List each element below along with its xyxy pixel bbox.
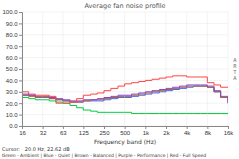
grid: [22, 12, 228, 126]
side-label-line: A: [233, 75, 237, 81]
x-axis: 16 32 63 125 250 500 1k 2k 4k 8k 16k: [19, 126, 234, 136]
series-line: [22, 86, 228, 103]
tick-label: 90.0: [6, 21, 18, 27]
tick: 2k: [163, 126, 170, 136]
tick-label: 8k: [205, 130, 212, 136]
tick: 50.0: [6, 66, 22, 72]
tick-label: 16: [19, 130, 26, 136]
tick-label: 50.0: [6, 66, 18, 72]
tick: 100.0: [2, 9, 22, 15]
tick-mark: [125, 126, 126, 129]
tick-mark: [19, 92, 22, 93]
tick-mark: [19, 115, 22, 116]
tick: 0.0: [9, 123, 22, 129]
tick-mark: [19, 35, 22, 36]
side-label: ARTA: [233, 57, 237, 81]
tick-mark: [19, 126, 22, 127]
axis-line: [23, 127, 229, 130]
tick: 30.0: [6, 89, 22, 95]
tick: 20.0: [6, 101, 22, 107]
tick: 63: [60, 126, 67, 136]
tick-mark: [63, 126, 64, 129]
tick: 1k: [143, 126, 150, 136]
tick: 90.0: [6, 21, 22, 27]
series-line: [22, 98, 228, 114]
grid-line-y: [22, 34, 228, 35]
tick: 250: [99, 126, 110, 136]
tick-mark: [19, 103, 22, 104]
tick-label: 40.0: [6, 78, 18, 84]
tick-label: 30.0: [6, 89, 18, 95]
tick-mark: [207, 126, 208, 129]
tick-label: 500: [120, 130, 131, 136]
tick-mark: [145, 126, 146, 129]
chart: 16 32 63 125 250 500 1k 2k 4k 8k 16k 0.0 10.0 20.0 30.…: [0, 0, 239, 159]
tick: 16k: [224, 126, 235, 136]
grid-line-y: [22, 114, 228, 115]
tick-label: 32: [40, 130, 47, 136]
lines: [22, 76, 228, 114]
tick-label: 70.0: [6, 44, 18, 50]
tick-label: 60.0: [6, 55, 18, 61]
grid-line-y: [22, 69, 228, 70]
tick-mark: [19, 80, 22, 81]
grid-line-y: [22, 46, 228, 47]
series-line: [22, 86, 228, 103]
grid-line-y: [22, 57, 228, 58]
tick-label: 20.0: [6, 101, 18, 107]
tick-label: 1k: [143, 130, 150, 136]
tick: 16: [19, 126, 26, 136]
y-axis: 0.0 10.0 20.0 30.0 40.0 50.0 60.0 70.0 80.0 90.0 1…: [2, 9, 22, 129]
tick-mark: [19, 46, 22, 47]
tick-label: 125: [79, 130, 90, 136]
tick: 40.0: [6, 78, 22, 84]
tick-mark: [19, 69, 22, 70]
grid-line-y: [22, 12, 228, 13]
tick-mark: [166, 126, 167, 129]
legend-label: Green - Ambient | Blue - Quiet | Brown -…: [2, 153, 206, 159]
series-line: [22, 76, 228, 103]
tick-mark: [104, 126, 105, 129]
tick-mark: [43, 126, 44, 129]
tick-label: 0.0: [9, 123, 18, 129]
axis-line: [19, 13, 23, 127]
tick: 125: [79, 126, 90, 136]
tick: 10.0: [6, 112, 22, 118]
grid-line-y: [22, 23, 228, 24]
tick-mark: [83, 126, 84, 129]
grid-line-y: [22, 91, 228, 92]
tick-mark: [228, 126, 229, 129]
series-line: [22, 85, 228, 102]
tick: 60.0: [6, 55, 22, 61]
tick-mark: [19, 23, 22, 24]
tick-label: 80.0: [6, 32, 18, 38]
tick: 32: [40, 126, 47, 136]
grid-line-y: [22, 80, 228, 81]
tick-label: 4k: [184, 130, 191, 136]
tick-label: 16k: [224, 130, 235, 136]
tick-label: 250: [99, 130, 110, 136]
title: Average fan noise profile: [84, 2, 165, 10]
x-axis-title: Frequency band (Hz): [94, 138, 156, 146]
tick: 8k: [205, 126, 212, 136]
tick-mark: [19, 58, 22, 59]
tick: 70.0: [6, 44, 22, 50]
tick-label: 100.0: [2, 9, 18, 15]
tick-mark: [19, 12, 22, 13]
tick-mark: [187, 126, 188, 129]
tick: 80.0: [6, 32, 22, 38]
tick-label: 10.0: [6, 112, 18, 118]
tick: 4k: [184, 126, 191, 136]
cursor-label: Cursor: 20.0 Hz, 22.62 dB: [2, 146, 70, 152]
tick: 500: [120, 126, 131, 136]
tick-label: 2k: [163, 130, 170, 136]
tick-label: 63: [60, 130, 67, 136]
grid-line-y: [22, 103, 228, 104]
